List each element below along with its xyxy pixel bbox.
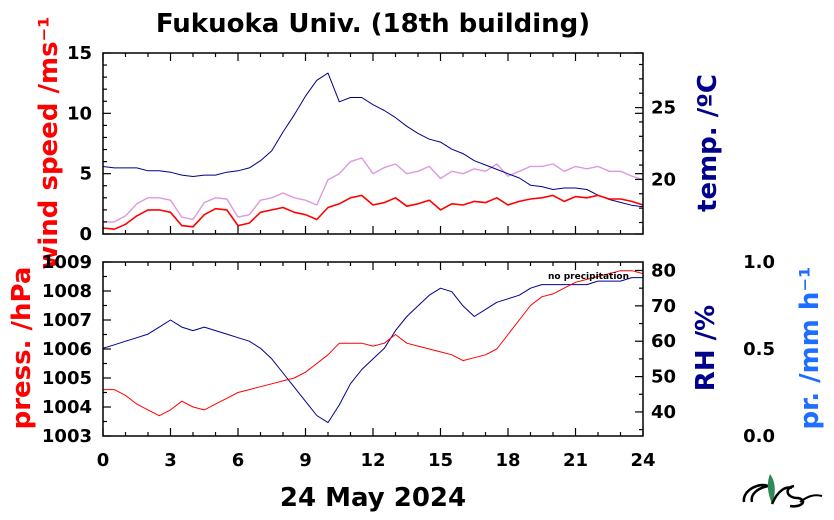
rh-tick-label: 60 <box>651 331 676 352</box>
precip-tick-label: 1.0 <box>743 252 775 273</box>
press-tick-label: 1003 <box>42 426 92 447</box>
temperature-series <box>103 72 643 208</box>
wind-speed-line <box>103 194 643 230</box>
temperature-line <box>103 72 643 208</box>
university-logo <box>742 474 823 508</box>
top-plot-frame <box>102 52 644 235</box>
hour-tick-label: 6 <box>232 450 245 471</box>
press-tick-label: 1006 <box>42 339 92 360</box>
press-tick-label: 1009 <box>42 252 92 273</box>
humidity-line <box>103 277 643 424</box>
humidity-series <box>103 277 643 424</box>
rh-tick-label: 40 <box>651 402 676 423</box>
wind-tick-label: 5 <box>79 164 92 185</box>
gust-series <box>103 157 643 223</box>
press-tick-label: 1004 <box>42 397 92 418</box>
rh-tick-label: 80 <box>651 260 676 281</box>
hour-tick-label: 15 <box>428 450 453 471</box>
press-tick-label: 1007 <box>42 310 92 331</box>
precip-tick-label: 0.0 <box>743 426 775 447</box>
hour-tick-label: 24 <box>630 450 655 471</box>
precip-axis-label: pr. /mm h⁻¹ <box>795 266 825 429</box>
wind-speed-series <box>103 194 643 230</box>
rh-tick-label: 70 <box>651 296 676 317</box>
wind-axis-label: wind speed /ms⁻¹ <box>34 16 64 269</box>
temp-tick-label: 25 <box>651 98 676 119</box>
bottom-panel: no precipitation 1003 1004 1005 1006 1007 100… <box>7 252 825 471</box>
hour-tick-label: 12 <box>360 450 385 471</box>
hour-tick-label: 21 <box>563 450 588 471</box>
top-axes: 0 5 10 15 20 25 <box>67 43 676 245</box>
date-label: 24 May 2024 <box>280 483 466 513</box>
rh-tick-label: 50 <box>651 367 676 388</box>
wind-tick-label: 15 <box>67 43 92 64</box>
gust-line <box>103 157 643 223</box>
hour-tick-label: 18 <box>495 450 520 471</box>
wind-tick-label: 0 <box>79 224 92 245</box>
bottom-axes: 100310041005100610071008100940506070800.… <box>42 252 775 471</box>
top-panel: 0 5 10 15 20 25 wind speed /ms⁻¹ temp. /ºC <box>34 16 723 269</box>
wind-tick-label: 10 <box>67 103 92 124</box>
temp-axis-label: temp. /ºC <box>693 74 723 212</box>
hour-tick-label: 0 <box>97 450 110 471</box>
pressure-axis-label: press. /hPa <box>7 267 37 430</box>
chart-title: Fukuoka Univ. (18th building) <box>156 9 590 39</box>
pressure-line <box>103 270 643 417</box>
press-tick-label: 1005 <box>42 368 92 389</box>
bottom-plot-frame <box>102 261 644 437</box>
press-tick-label: 1008 <box>42 281 92 302</box>
rh-axis-label: RH /% <box>691 305 721 391</box>
precipitation-note: no precipitation <box>548 272 629 282</box>
hour-tick-label: 3 <box>164 450 177 471</box>
precip-tick-label: 0.5 <box>743 339 775 360</box>
temp-tick-label: 20 <box>651 169 676 190</box>
pressure-series <box>103 270 643 417</box>
hour-tick-label: 9 <box>299 450 312 471</box>
